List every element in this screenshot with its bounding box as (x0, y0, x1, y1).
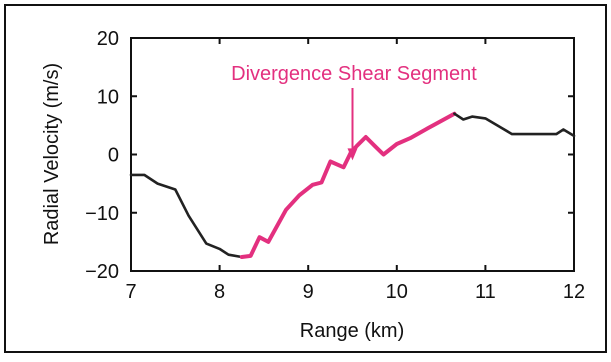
y-axis-label: Radial Velocity (m/s) (41, 63, 63, 245)
series-layer (129, 111, 576, 259)
x-tick-label: 7 (125, 281, 136, 303)
x-tick-label: 8 (214, 281, 225, 303)
y-tick-label: −20 (85, 261, 119, 283)
x-axis-label: Range (km) (300, 320, 404, 342)
y-tick-label: 20 (97, 28, 119, 50)
annotation-arrow-head (347, 148, 358, 161)
series-line-left (129, 173, 244, 259)
figure-border (4, 4, 607, 353)
x-tick-label: 11 (475, 281, 496, 303)
y-tick-label: 10 (97, 86, 119, 108)
y-tick-label: −10 (85, 203, 119, 225)
x-tick-label: 10 (386, 281, 408, 303)
series-line-divergence-segment (239, 111, 457, 259)
annotation-label: Divergence Shear Segment (231, 63, 477, 85)
x-tick-label: 9 (303, 281, 314, 303)
annotation-layer: Divergence Shear Segment (231, 63, 477, 161)
y-tick-label: 0 (108, 145, 119, 167)
series-line-right (453, 112, 576, 138)
x-tick-label: 12 (563, 281, 585, 303)
axis-ticks: 7 8 9 10 11 12 20 10 0 −10 −20 (85, 28, 585, 303)
